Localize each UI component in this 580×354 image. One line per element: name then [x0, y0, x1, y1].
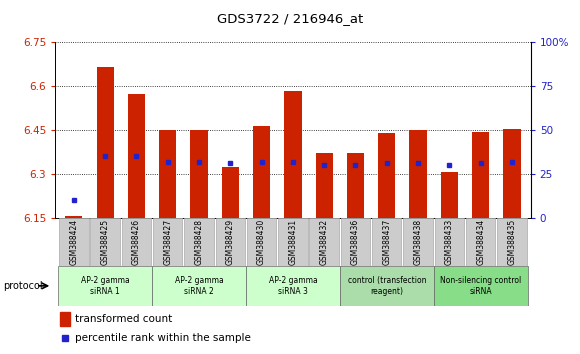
- Text: control (transfection
reagent): control (transfection reagent): [347, 276, 426, 296]
- Text: GSM388436: GSM388436: [351, 218, 360, 265]
- Bar: [340, 266, 434, 306]
- Bar: [378, 133, 396, 218]
- Text: GSM388431: GSM388431: [288, 218, 298, 265]
- Bar: [216, 218, 245, 266]
- Bar: [253, 126, 270, 218]
- Text: AP-2 gamma
siRNA 2: AP-2 gamma siRNA 2: [175, 276, 223, 296]
- Bar: [466, 218, 495, 266]
- Bar: [310, 218, 339, 266]
- Text: GSM388427: GSM388427: [163, 218, 172, 265]
- Text: GSM388438: GSM388438: [414, 218, 423, 265]
- Bar: [66, 216, 82, 218]
- Bar: [434, 218, 464, 266]
- Bar: [247, 218, 276, 266]
- Text: GSM388437: GSM388437: [382, 218, 392, 265]
- Bar: [316, 154, 333, 218]
- Bar: [434, 266, 528, 306]
- Bar: [59, 218, 89, 266]
- Bar: [246, 266, 340, 306]
- Bar: [497, 218, 527, 266]
- Bar: [128, 93, 145, 218]
- Text: GSM388435: GSM388435: [508, 218, 516, 265]
- Bar: [441, 172, 458, 218]
- Bar: [152, 266, 246, 306]
- Bar: [341, 218, 370, 266]
- Bar: [184, 218, 214, 266]
- Text: GSM388428: GSM388428: [194, 219, 204, 264]
- Bar: [284, 91, 302, 218]
- Bar: [96, 67, 114, 218]
- Bar: [372, 218, 401, 266]
- Text: GSM388425: GSM388425: [101, 218, 110, 265]
- Bar: [159, 130, 176, 218]
- Bar: [347, 154, 364, 218]
- Bar: [153, 218, 183, 266]
- Bar: [403, 218, 433, 266]
- Bar: [190, 130, 208, 218]
- Bar: [278, 218, 307, 266]
- Bar: [58, 266, 152, 306]
- Text: percentile rank within the sample: percentile rank within the sample: [75, 333, 251, 343]
- Bar: [90, 218, 120, 266]
- Text: AP-2 gamma
siRNA 3: AP-2 gamma siRNA 3: [269, 276, 317, 296]
- Text: GSM388426: GSM388426: [132, 218, 141, 265]
- Text: GSM388433: GSM388433: [445, 218, 454, 265]
- Bar: [409, 130, 427, 218]
- Text: AP-2 gamma
siRNA 1: AP-2 gamma siRNA 1: [81, 276, 129, 296]
- Text: transformed count: transformed count: [75, 314, 172, 324]
- Text: Non-silencing control
siRNA: Non-silencing control siRNA: [440, 276, 521, 296]
- Text: GSM388434: GSM388434: [476, 218, 485, 265]
- Bar: [60, 312, 70, 326]
- Bar: [122, 218, 151, 266]
- Bar: [222, 167, 239, 218]
- Text: protocol: protocol: [3, 281, 42, 291]
- Text: GSM388430: GSM388430: [257, 218, 266, 265]
- Bar: [503, 129, 520, 218]
- Text: GDS3722 / 216946_at: GDS3722 / 216946_at: [217, 12, 363, 25]
- Text: GSM388424: GSM388424: [70, 218, 78, 265]
- Text: GSM388432: GSM388432: [320, 218, 329, 265]
- Bar: [472, 132, 490, 218]
- Text: GSM388429: GSM388429: [226, 218, 235, 265]
